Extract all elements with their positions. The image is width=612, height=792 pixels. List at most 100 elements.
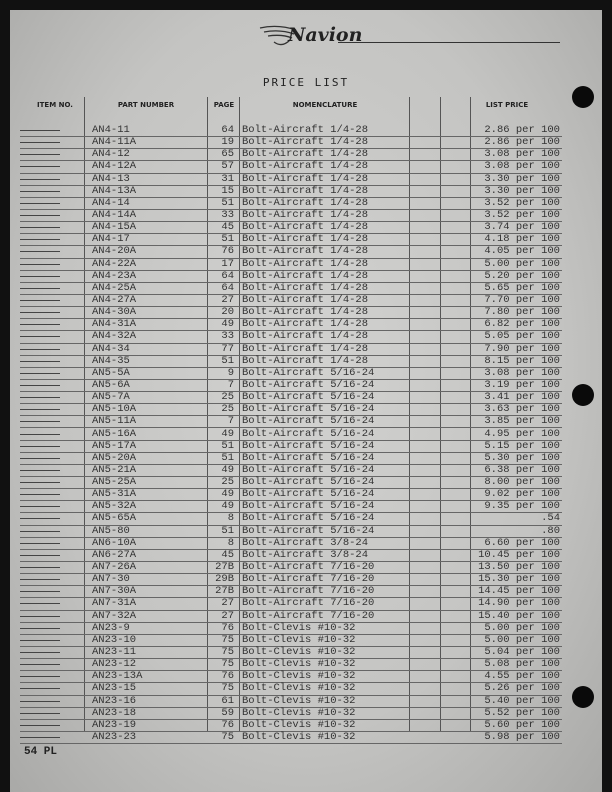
item-no-blank [20,457,60,459]
nomenclature: Bolt-Aircraft 5/16-24 [242,476,375,489]
part-number: AN4-32A [92,330,137,343]
part-number: AN23-10 [92,633,137,646]
item-no-blank [20,724,60,726]
page-ref: 51 [221,524,234,537]
table-row: AN4-13A 15 Bolt-Aircraft 1/4-28 3.30 per 10… [20,185,562,198]
nomenclature: Bolt-Aircraft 1/4-28 [242,221,369,234]
list-price: 4.18 per 100 [484,233,560,246]
part-number: AN23-13A [92,670,143,683]
part-number: AN4-14A [92,208,137,221]
table-row: AN4-20A 76 Bolt-Aircraft 1/4-28 4.05 per 10… [20,245,562,259]
nomenclature: Bolt-Aircraft 1/4-28 [242,172,369,185]
item-no-blank [20,518,60,520]
part-number: AN5-21A [92,463,137,476]
part-number: AN23-9 [92,621,130,634]
nomenclature: Bolt-Aircraft 1/4-28 [242,330,369,343]
page-ref: 27 [221,597,234,610]
page-ref: 59 [221,706,234,719]
page-ref: 49 [221,427,234,440]
table-row: AN5-80 51 Bolt-Aircraft 5/16-24 .80 [20,525,562,538]
part-number: AN4-30A [92,306,137,319]
table-row: AN5-21A 49 Bolt-Aircraft 5/16-24 6.38 per 1… [20,463,562,478]
col-page: PAGE [213,101,235,109]
table-row: AN4-25A 64 Bolt-Aircraft 1/4-28 5.65 per 10… [20,282,562,295]
table-row: AN6-27A 45 Bolt-Aircraft 3/8-24 10.45 per 1… [20,549,562,563]
part-number: AN5-11A [92,415,137,428]
nomenclature: Bolt-Aircraft 1/4-28 [242,342,369,355]
page-ref: 76 [221,670,234,683]
list-price: 3.85 per 100 [484,415,560,428]
table-row: AN5-6A 7 Bolt-Aircraft 5/16-24 3.19 per 100 [20,379,562,393]
list-price: 5.08 per 100 [484,658,560,671]
nomenclature: Bolt-Aircraft 1/4-28 [242,196,369,209]
nomenclature: Bolt-Clevis #10-32 [242,633,356,646]
item-no-blank [20,530,60,532]
nomenclature: Bolt-Aircraft 1/4-28 [242,184,369,197]
table-row: AN4-12 65 Bolt-Aircraft 1/4-28 3.08 per 100 [20,148,562,162]
page-ref: 15 [221,184,234,197]
page-ref: 27B [215,561,234,574]
list-price: 5.40 per 100 [484,694,560,707]
nomenclature: Bolt-Aircraft 1/4-28 [242,269,369,282]
item-no-blank [20,348,60,350]
table-row: AN4-15A 45 Bolt-Aircraft 1/4-28 3.74 per 10… [20,221,562,235]
column-divider [440,97,441,732]
item-no-blank [20,190,60,192]
binder-hole [572,384,594,406]
page-ref: 75 [221,658,234,671]
part-number: AN5-20A [92,451,137,464]
part-number: AN4-23A [92,269,137,282]
list-price: 5.15 per 100 [484,439,560,452]
page-ref: 51 [221,233,234,246]
item-no-blank [20,433,60,435]
table-row: AN7-31A 27 Bolt-Aircraft 7/16-20 14.90 per … [20,597,562,611]
page-ref: 20 [221,306,234,319]
item-no-blank [20,506,60,508]
nomenclature: Bolt-Aircraft 1/4-28 [242,233,369,246]
col-list-price: LIST PRICE [485,101,529,109]
part-number: AN5-16A [92,427,137,440]
page-ref: 49 [221,463,234,476]
nomenclature: Bolt-Aircraft 1/4-28 [242,318,369,331]
part-number: AN4-27A [92,293,137,306]
list-price: 3.08 per 100 [484,148,560,161]
table-row: AN23-11 75 Bolt-Clevis #10-32 5.04 per 100 [20,646,562,660]
part-number: AN4-25A [92,281,137,294]
nomenclature: Bolt-Clevis #10-32 [242,706,356,719]
column-divider [409,97,410,732]
item-no-blank [20,336,60,338]
page-ref: 51 [221,439,234,452]
nomenclature: Bolt-Aircraft 7/16-20 [242,573,375,586]
navion-logo: Navion [258,22,560,52]
part-number: AN23-19 [92,718,137,731]
item-no-blank [20,130,60,131]
item-no-blank [20,554,60,556]
item-no-blank [20,372,60,374]
part-number: AN4-22A [92,257,137,270]
page-ref: 51 [221,196,234,209]
table-row: AN5-20A 51 Bolt-Aircraft 5/16-24 5.30 per 1… [20,452,562,465]
part-number: AN5-80 [92,524,130,537]
nomenclature: Bolt-Aircraft 7/16-20 [242,561,375,574]
nomenclature: Bolt-Aircraft 1/4-28 [242,124,369,136]
table-row: AN5-11A 7 Bolt-Aircraft 5/16-24 3.85 per 10… [20,415,562,429]
list-price: 5.00 per 100 [484,257,560,270]
list-price: 6.82 per 100 [484,318,560,331]
list-price: 3.63 per 100 [484,403,560,416]
part-number: AN7-32A [92,609,137,622]
table-row: AN4-11A 19 Bolt-Aircraft 1/4-28 2.86 per 10… [20,136,562,150]
table-row: AN23-12 75 Bolt-Clevis #10-32 5.08 per 100 [20,658,562,672]
list-price: 4.95 per 100 [484,427,560,440]
nomenclature: Bolt-Clevis #10-32 [242,621,356,634]
item-no-blank [20,227,60,229]
page-ref: 33 [221,208,234,221]
part-number: AN23-12 [92,658,137,671]
nomenclature: Bolt-Aircraft 1/4-28 [242,257,369,270]
table-row: AN7-30A 27B Bolt-Aircraft 7/16-20 14.45 per… [20,585,562,599]
part-number: AN7-30 [92,573,130,586]
item-no-blank [20,154,60,156]
item-no-blank [20,445,60,447]
list-price: 13.50 per 100 [478,561,560,574]
page-ref: 65 [221,148,234,161]
nomenclature: Bolt-Aircraft 5/16-24 [242,366,375,379]
